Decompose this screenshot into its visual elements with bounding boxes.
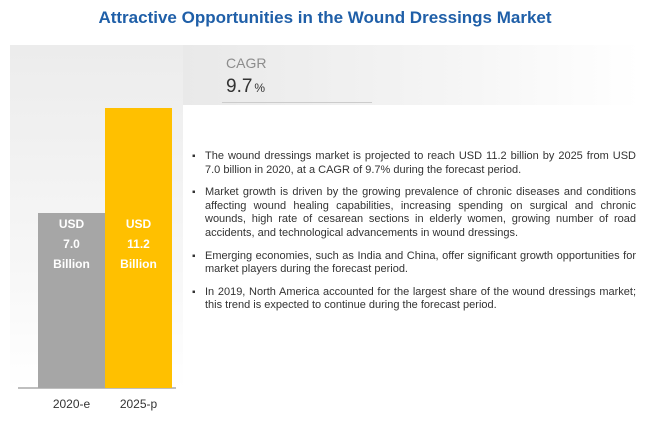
- cagr-unit: %: [254, 81, 266, 95]
- bar-data-label: USD: [126, 217, 152, 231]
- key-point: The wound dressings market is projected …: [192, 150, 636, 177]
- bar-data-label: Billion: [120, 257, 157, 271]
- key-point: In 2019, North America accounted for the…: [192, 286, 636, 313]
- x-tick-label: 2025-p: [120, 397, 158, 411]
- cagr-label: CAGR: [226, 55, 267, 71]
- key-point: Emerging economies, such as India and Ch…: [192, 250, 636, 277]
- page-title: Attractive Opportunities in the Wound Dr…: [98, 8, 552, 27]
- cagr-band: [183, 45, 640, 105]
- bar-2025-p: [105, 108, 172, 388]
- bar-2020-e: [38, 213, 105, 388]
- key-point: Market growth is driven by the growing p…: [192, 186, 636, 240]
- key-points-list: The wound dressings market is projected …: [192, 150, 636, 322]
- bar-data-label: 7.0: [63, 237, 80, 251]
- cagr-underline: [222, 102, 372, 103]
- cagr-number: 9.7: [226, 76, 253, 97]
- bar-data-label: Billion: [53, 257, 90, 271]
- bar-data-label: 11.2: [127, 237, 150, 251]
- x-tick-label: 2020-e: [53, 397, 91, 411]
- bar-data-label: USD: [59, 217, 85, 231]
- cagr-value: 9.7%: [226, 76, 265, 98]
